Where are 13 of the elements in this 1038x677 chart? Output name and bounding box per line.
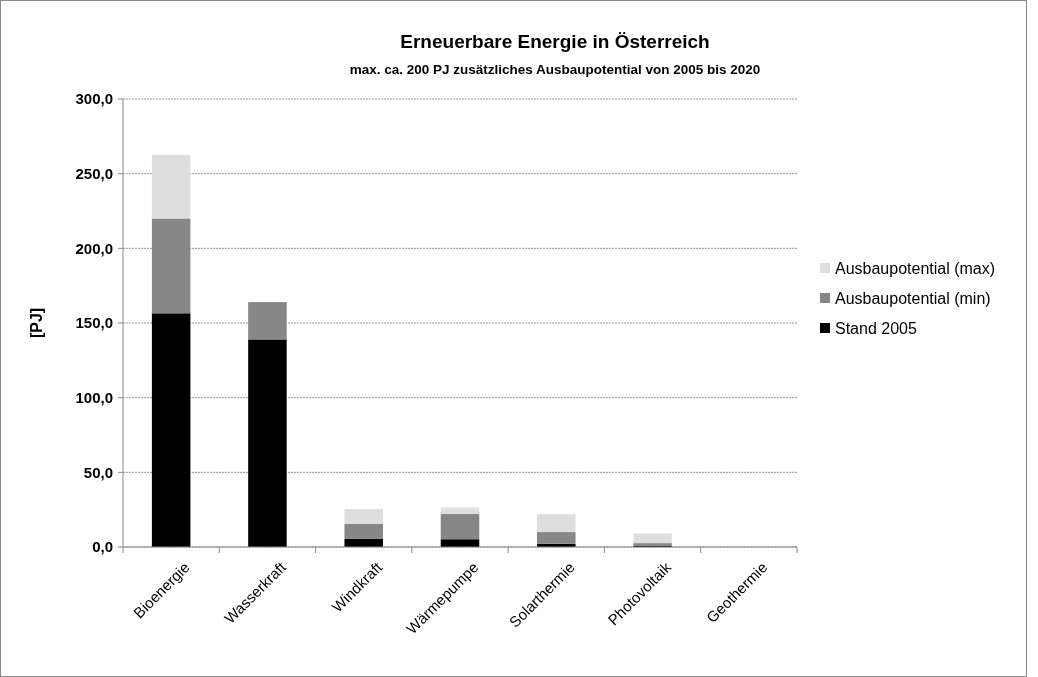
y-tick-label: 300,0 <box>75 90 113 108</box>
legend-label: Stand 2005 <box>835 319 917 337</box>
y-tick-label: 100,0 <box>75 388 113 406</box>
y-tick-label: 0,0 <box>92 538 113 556</box>
chart-subtitle: max. ca. 200 PJ zusätzliches Ausbaupotential von 2005 bis 2020 <box>349 62 761 77</box>
y-tick-label: 150,0 <box>75 314 113 332</box>
y-tick-label: 200,0 <box>75 239 113 257</box>
y-tick-label: 50,0 <box>83 463 113 481</box>
legend-label: Ausbaupotential (min) <box>835 289 991 307</box>
chart-title: Erneuerbare Energie in Österreich <box>400 31 710 52</box>
legend-label: Ausbaupotential (max) <box>835 259 996 277</box>
y-axis-title: [PJ] <box>28 307 45 339</box>
y-tick-label: 250,0 <box>75 164 113 182</box>
